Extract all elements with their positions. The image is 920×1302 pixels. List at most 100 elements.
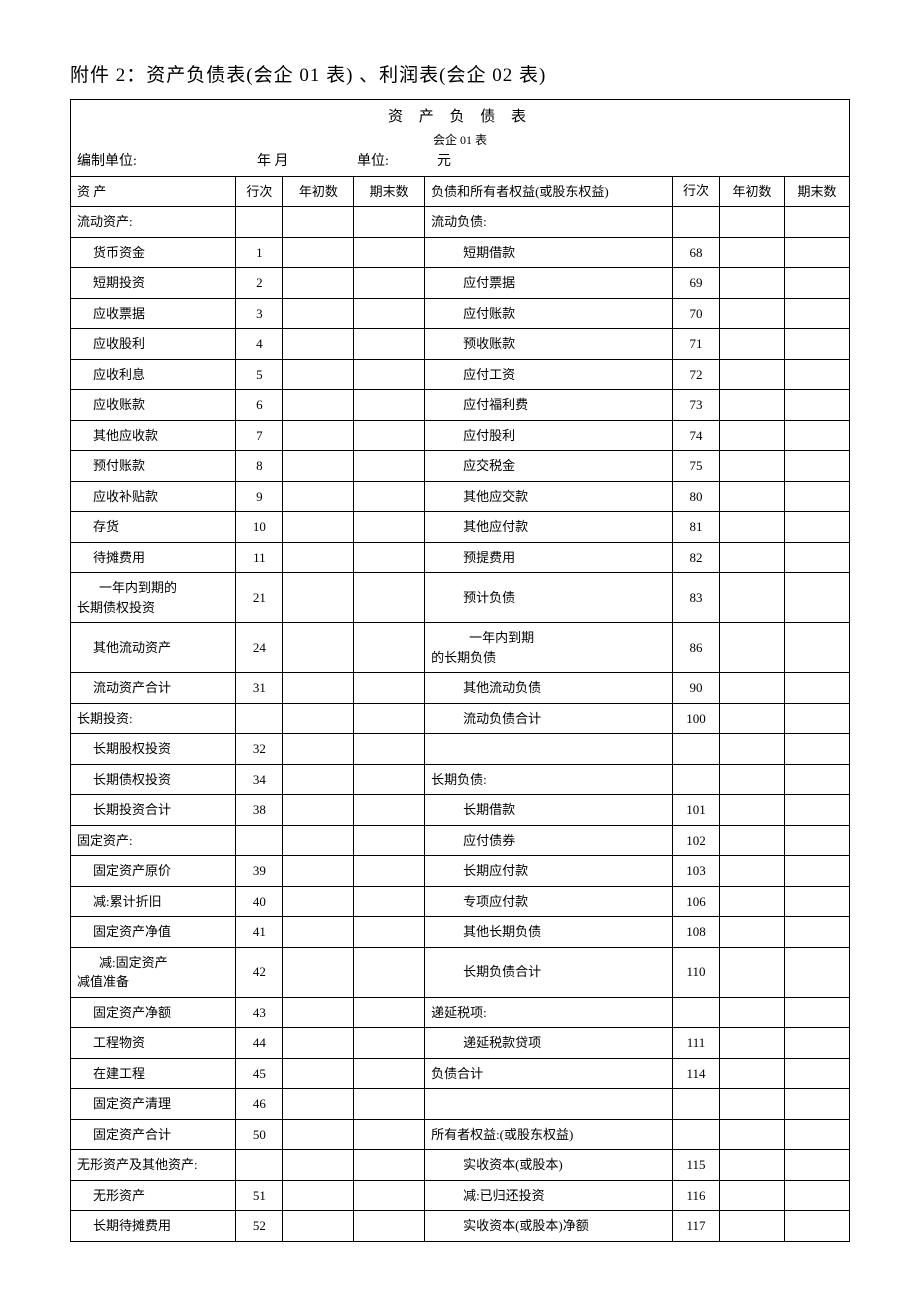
liability-name: [425, 734, 673, 765]
liability-line-no: 115: [672, 1150, 719, 1181]
liability-period-end: [785, 420, 850, 451]
table-row: 流动资产合计31其他流动负债90: [71, 673, 850, 704]
asset-period-end: [354, 795, 425, 826]
asset-line-no: 41: [236, 917, 283, 948]
asset-year-begin: [283, 997, 354, 1028]
liability-year-begin: [720, 795, 785, 826]
liability-name: 其他流动负债: [425, 673, 673, 704]
liability-name: 流动负债:: [425, 207, 673, 238]
liability-line-no: 80: [672, 481, 719, 512]
liability-year-begin: [720, 1211, 785, 1242]
asset-year-begin: [283, 917, 354, 948]
header-row: 资 产 行次 年初数 期末数 负债和所有者权益(或股东权益) 行次 年初数 期末…: [71, 176, 850, 207]
asset-year-begin: [283, 1058, 354, 1089]
asset-period-end: [354, 359, 425, 390]
liability-line-no: 74: [672, 420, 719, 451]
asset-year-begin: [283, 1089, 354, 1120]
liability-year-begin: [720, 856, 785, 887]
asset-period-end: [354, 1028, 425, 1059]
table-row: 应收补贴款9其他应交款80: [71, 481, 850, 512]
asset-name: 流动资产:: [71, 207, 236, 238]
liability-year-begin: [720, 573, 785, 623]
liability-year-begin: [720, 673, 785, 704]
liability-name: 长期应付款: [425, 856, 673, 887]
asset-name: 减:累计折旧: [71, 886, 236, 917]
liability-year-begin: [720, 268, 785, 299]
asset-name: 固定资产净额: [71, 997, 236, 1028]
liability-year-begin: [720, 1028, 785, 1059]
liability-period-end: [785, 997, 850, 1028]
asset-year-begin: [283, 207, 354, 238]
asset-period-end: [354, 764, 425, 795]
liability-line-no: 82: [672, 542, 719, 573]
table-row: 固定资产原价39长期应付款103: [71, 856, 850, 887]
liability-year-begin: [720, 825, 785, 856]
liability-line-no: 83: [672, 573, 719, 623]
asset-period-end: [354, 542, 425, 573]
table-row: 应收股利4预收账款71: [71, 329, 850, 360]
asset-name: 短期投资: [71, 268, 236, 299]
asset-year-begin: [283, 825, 354, 856]
table-row: 货币资金1短期借款68: [71, 237, 850, 268]
table-row: 其他应收款7应付股利74: [71, 420, 850, 451]
table-row: 短期投资2应付票据69: [71, 268, 850, 299]
asset-period-end: [354, 997, 425, 1028]
table-meta-row: 编制单位: 年 月 单位: 元: [71, 151, 850, 177]
liability-line-no: 90: [672, 673, 719, 704]
asset-name: 减:固定资产减值准备: [71, 947, 236, 997]
asset-line-no: 38: [236, 795, 283, 826]
liability-name: 其他应交款: [425, 481, 673, 512]
liability-line-no: 101: [672, 795, 719, 826]
asset-year-begin: [283, 1028, 354, 1059]
table-row: 固定资产清理46: [71, 1089, 850, 1120]
asset-year-begin: [283, 298, 354, 329]
asset-line-no: 4: [236, 329, 283, 360]
liability-period-end: [785, 825, 850, 856]
liability-line-no: 69: [672, 268, 719, 299]
table-row: 固定资产净额43递延税项:: [71, 997, 850, 1028]
table-row: 长期债权投资34长期负债:: [71, 764, 850, 795]
liability-year-begin: [720, 237, 785, 268]
asset-line-no: [236, 825, 283, 856]
asset-name: 无形资产: [71, 1180, 236, 1211]
header-line: 行次: [236, 176, 283, 207]
liability-period-end: [785, 573, 850, 623]
asset-year-begin: [283, 673, 354, 704]
asset-year-begin: [283, 451, 354, 482]
asset-name: 长期债权投资: [71, 764, 236, 795]
asset-line-no: 8: [236, 451, 283, 482]
asset-name: 固定资产清理: [71, 1089, 236, 1120]
liability-period-end: [785, 451, 850, 482]
liability-period-end: [785, 1028, 850, 1059]
asset-line-no: 52: [236, 1211, 283, 1242]
asset-year-begin: [283, 947, 354, 997]
table-row: 其他流动资产24一年内到期的长期负债86: [71, 623, 850, 673]
table-row: 工程物资44递延税款贷项111: [71, 1028, 850, 1059]
table-row: 待摊费用11预提费用82: [71, 542, 850, 573]
asset-period-end: [354, 1211, 425, 1242]
asset-year-begin: [283, 886, 354, 917]
asset-year-begin: [283, 1150, 354, 1181]
asset-period-end: [354, 703, 425, 734]
liability-name: 长期负债合计: [425, 947, 673, 997]
liability-year-begin: [720, 1058, 785, 1089]
asset-name: 长期股权投资: [71, 734, 236, 765]
asset-year-begin: [283, 542, 354, 573]
asset-name: 待摊费用: [71, 542, 236, 573]
liability-year-begin: [720, 359, 785, 390]
liability-line-no: [672, 1089, 719, 1120]
liability-line-no: 111: [672, 1028, 719, 1059]
header-liability: 负债和所有者权益(或股东权益): [425, 176, 673, 207]
liability-name: 应付股利: [425, 420, 673, 451]
asset-year-begin: [283, 1180, 354, 1211]
meta-amount-unit-label: 单位:: [357, 151, 437, 172]
header-period-end: 期末数: [354, 176, 425, 207]
liability-line-no: 73: [672, 390, 719, 421]
asset-period-end: [354, 947, 425, 997]
asset-line-no: [236, 1150, 283, 1181]
table-subtitle-row: 会企 01 表: [71, 131, 850, 151]
table-row: 固定资产净值41其他长期负债108: [71, 917, 850, 948]
asset-year-begin: [283, 856, 354, 887]
liability-name: 应交税金: [425, 451, 673, 482]
table-row: 无形资产51减:已归还投资116: [71, 1180, 850, 1211]
